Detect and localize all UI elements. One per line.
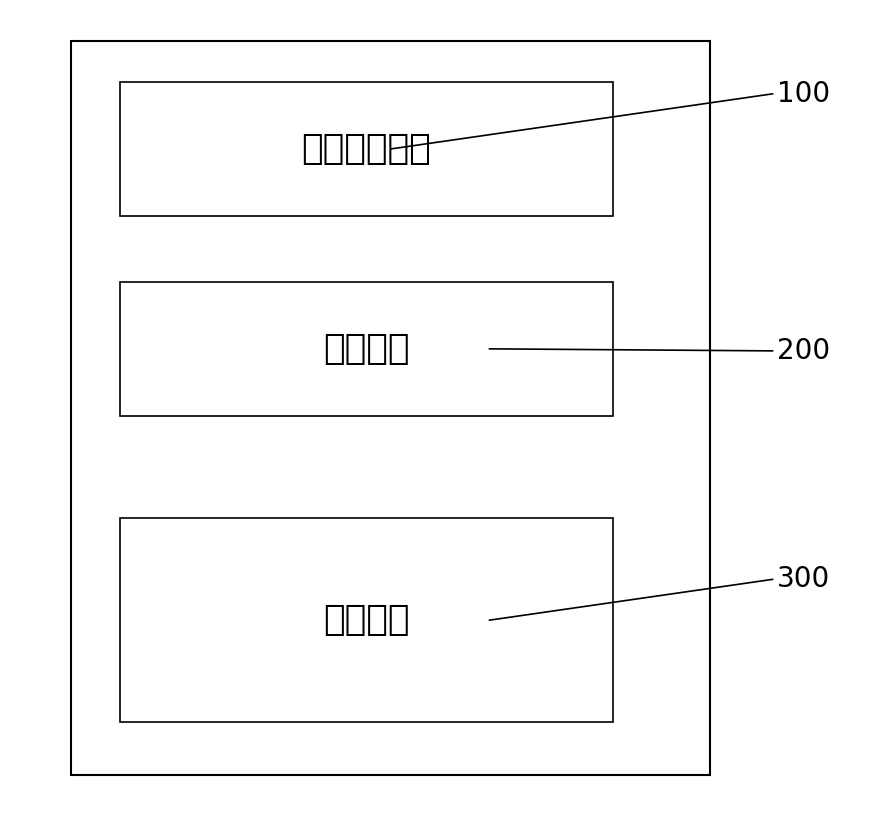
Text: 200: 200: [777, 337, 830, 365]
Text: 成像模块: 成像模块: [323, 603, 409, 637]
Bar: [120, 82, 613, 216]
Bar: [71, 41, 710, 775]
Text: 光源模块: 光源模块: [323, 332, 409, 366]
Bar: [120, 282, 613, 416]
Text: 300: 300: [777, 565, 830, 593]
Bar: [120, 518, 613, 722]
Text: 溶液配制模块: 溶液配制模块: [301, 132, 432, 166]
Text: 100: 100: [777, 80, 830, 108]
